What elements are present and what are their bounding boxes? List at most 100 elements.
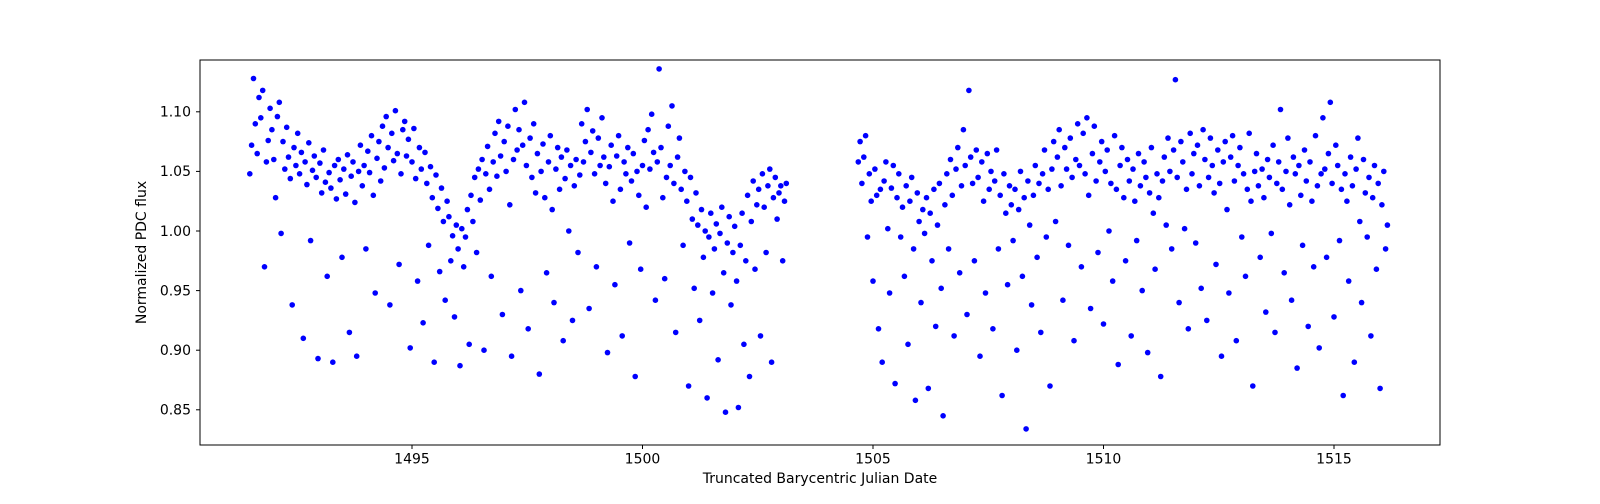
data-point xyxy=(1181,225,1188,232)
data-point xyxy=(1224,206,1230,213)
data-point xyxy=(1135,150,1142,157)
data-point xyxy=(661,275,668,282)
data-point xyxy=(1237,144,1243,151)
y-tick-label: 0.95 xyxy=(160,283,191,299)
data-point xyxy=(636,192,642,199)
data-point xyxy=(921,230,928,237)
data-point xyxy=(1382,246,1389,252)
data-point xyxy=(1229,132,1236,139)
data-point xyxy=(689,216,696,222)
data-point xyxy=(294,130,301,137)
data-point xyxy=(554,144,561,151)
data-point xyxy=(306,140,312,146)
data-point xyxy=(1268,230,1275,237)
data-point xyxy=(776,190,782,196)
data-point xyxy=(479,156,485,163)
data-point xyxy=(326,169,332,176)
data-point xyxy=(1303,178,1310,184)
y-tick-label: 0.90 xyxy=(160,343,191,359)
data-point xyxy=(1089,150,1096,157)
data-point xyxy=(335,156,342,163)
data-point xyxy=(599,115,605,121)
data-point xyxy=(1054,154,1061,160)
data-point xyxy=(645,126,651,133)
data-point xyxy=(1109,278,1116,284)
data-point xyxy=(1185,326,1192,332)
data-point xyxy=(778,183,784,189)
data-point xyxy=(744,192,751,199)
data-point xyxy=(1128,333,1134,339)
data-point xyxy=(708,210,714,216)
data-point xyxy=(392,107,399,114)
data-point xyxy=(660,194,666,201)
data-point xyxy=(1074,121,1081,127)
data-point xyxy=(861,154,867,160)
data-point xyxy=(1104,147,1110,153)
data-point xyxy=(739,210,745,216)
y-tick-label: 1.10 xyxy=(160,105,191,121)
data-point xyxy=(1294,365,1300,371)
data-point xyxy=(1180,159,1186,165)
data-point xyxy=(390,157,397,164)
data-point xyxy=(754,202,760,208)
data-point xyxy=(1340,392,1346,399)
data-point xyxy=(879,359,885,366)
data-point xyxy=(420,320,426,326)
data-point xyxy=(1227,154,1234,160)
data-point xyxy=(626,240,633,246)
data-point xyxy=(501,138,508,145)
data-point xyxy=(527,135,533,141)
data-point xyxy=(1126,178,1133,184)
data-point xyxy=(1240,171,1247,177)
data-point xyxy=(953,166,959,172)
data-point xyxy=(1161,154,1168,160)
data-point xyxy=(1198,285,1204,292)
data-point xyxy=(772,174,779,181)
data-point xyxy=(588,149,594,156)
data-point xyxy=(1012,186,1018,193)
data-point xyxy=(595,135,602,141)
data-point xyxy=(730,249,736,256)
data-point xyxy=(298,149,305,156)
data-point xyxy=(484,143,491,150)
data-point xyxy=(719,204,725,210)
data-point xyxy=(862,132,869,139)
data-point xyxy=(411,125,417,132)
data-point xyxy=(890,162,897,169)
data-point xyxy=(1194,142,1201,148)
data-point xyxy=(1204,317,1210,324)
data-point xyxy=(990,326,996,332)
data-point xyxy=(569,317,576,324)
data-point xyxy=(1375,180,1381,187)
data-point xyxy=(750,178,756,184)
data-point xyxy=(663,174,670,181)
data-point xyxy=(621,159,627,165)
data-point xyxy=(1251,168,1258,175)
data-point xyxy=(1003,210,1009,216)
data-point xyxy=(1371,162,1378,169)
data-point xyxy=(274,113,281,120)
data-point xyxy=(248,142,255,148)
data-point xyxy=(564,147,570,153)
data-point xyxy=(1078,264,1085,270)
data-point xyxy=(252,121,259,127)
data-point xyxy=(901,273,908,280)
data-point xyxy=(881,178,887,184)
data-point xyxy=(667,162,673,169)
data-point xyxy=(436,268,443,275)
data-point xyxy=(1019,273,1026,280)
data-point xyxy=(1049,166,1055,172)
data-point xyxy=(1015,206,1022,213)
data-point xyxy=(934,222,941,228)
data-point xyxy=(407,345,414,351)
data-point xyxy=(492,130,498,137)
data-point xyxy=(1333,142,1339,148)
data-point xyxy=(868,198,874,204)
data-point xyxy=(1336,237,1343,244)
data-point xyxy=(1259,166,1265,172)
data-point xyxy=(377,178,384,184)
data-point xyxy=(1056,126,1062,133)
data-point xyxy=(317,160,323,166)
data-point xyxy=(1021,194,1027,201)
data-point xyxy=(1062,144,1068,151)
